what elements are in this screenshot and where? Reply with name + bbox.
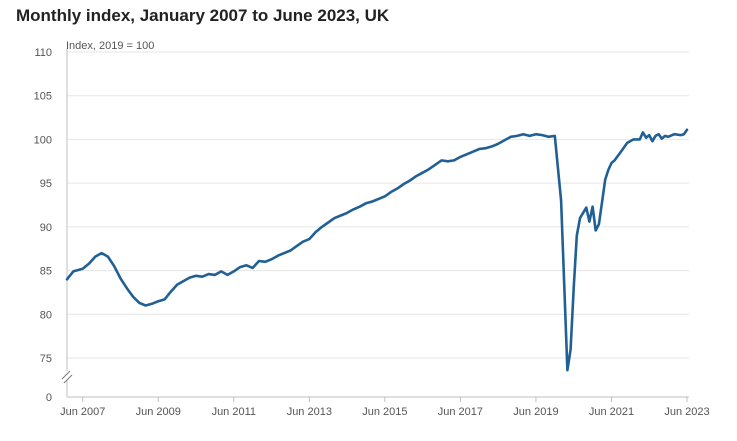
- series-line-0: [65, 128, 689, 372]
- axis-break-gap: [60, 371, 74, 381]
- unit-note: Index, 2019 = 100: [66, 40, 154, 52]
- axis-break-marker: [60, 370, 74, 384]
- axis-break-slash-1: [61, 370, 71, 380]
- x-tick-label-Jun-2023: Jun 2023: [664, 406, 709, 418]
- y-tick-label-0: 0: [46, 392, 52, 404]
- x-tick-label-Jun-2009: Jun 2009: [136, 406, 181, 418]
- y-tick-label-90: 90: [40, 222, 52, 234]
- x-tick-label-Jun-2021: Jun 2021: [589, 406, 634, 418]
- x-tick-label-Jun-2015: Jun 2015: [362, 406, 407, 418]
- x-tick-label-Jun-2017: Jun 2017: [438, 406, 483, 418]
- gridlines: [66, 48, 689, 398]
- x-tick-label-Jun-2019: Jun 2019: [513, 406, 558, 418]
- x-axis: Jun 2007 Jun 2009 Jun 2011 Jun 2013 Jun 2015…: [60, 397, 710, 418]
- y-tick-label-75: 75: [40, 353, 52, 365]
- y-tick-label-100: 100: [34, 134, 52, 146]
- axis-break-slash-2: [63, 374, 73, 384]
- x-tick-label-Jun-2013: Jun 2013: [287, 406, 332, 418]
- chart-title: Monthly index, January 2007 to June 2023…: [16, 6, 390, 25]
- y-tick-label-85: 85: [40, 266, 52, 278]
- y-tick-label-80: 80: [40, 309, 52, 321]
- series-group: [65, 128, 689, 372]
- x-tick-label-Jun-2011: Jun 2011: [212, 406, 256, 418]
- y-axis-tick-labels: 110 105 100 95 90 85 80 75 0: [34, 47, 52, 404]
- x-tick-label-Jun-2007: Jun 2007: [60, 406, 105, 418]
- y-tick-label-110: 110: [34, 47, 52, 59]
- y-tick-label-95: 95: [40, 178, 52, 190]
- y-tick-label-105: 105: [34, 91, 52, 103]
